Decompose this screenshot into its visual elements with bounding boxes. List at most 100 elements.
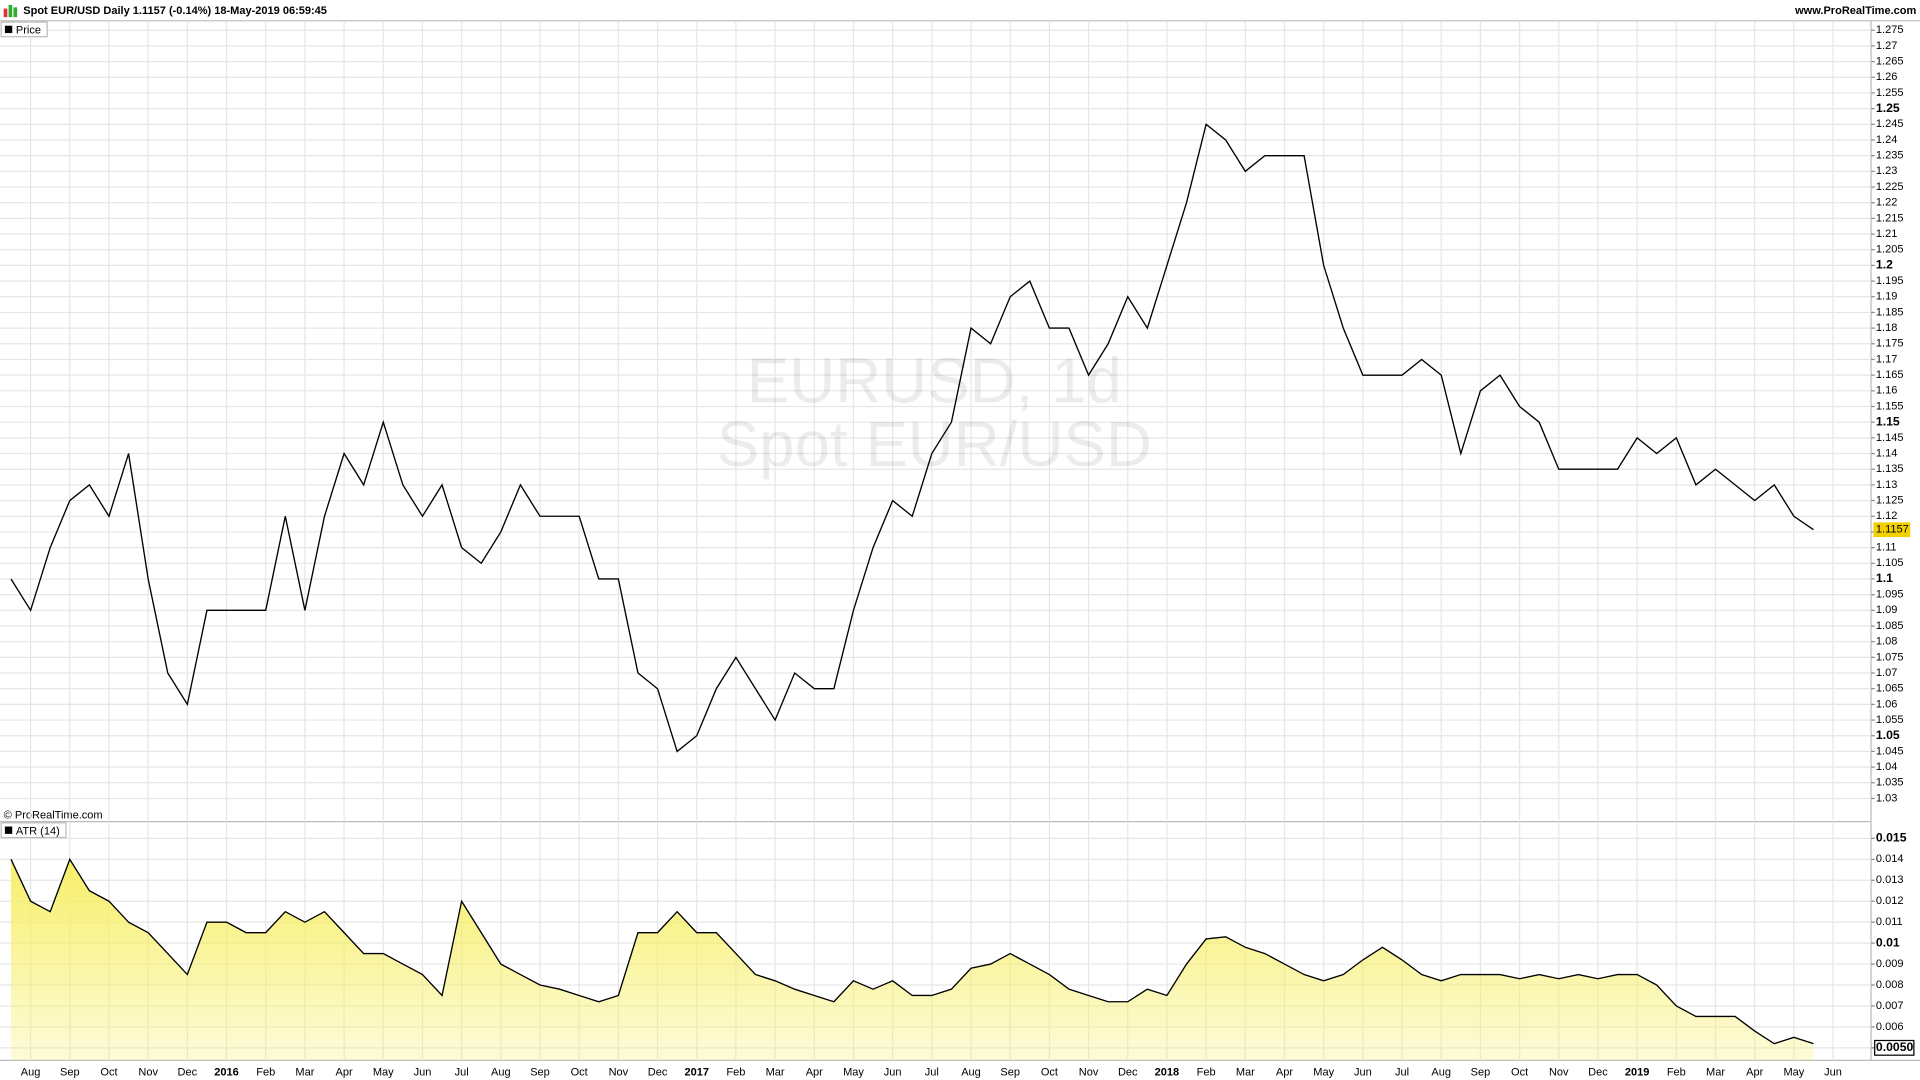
y-tick-label: 1.105 <box>1876 557 1904 569</box>
logo <box>3 4 18 18</box>
x-tick-label: May <box>843 1067 864 1079</box>
y-tick-label: 1.265 <box>1876 55 1904 67</box>
x-tick-label: Mar <box>766 1067 785 1079</box>
x-tick-label: Mar <box>1236 1067 1255 1079</box>
y-tick-label: 1.205 <box>1876 244 1904 256</box>
x-tick-label: Aug <box>21 1067 41 1079</box>
y-tick-label: 0.008 <box>1876 979 1904 991</box>
y-tick-label: 1.26 <box>1876 71 1897 83</box>
y-tick-label: 1.185 <box>1876 306 1904 318</box>
x-tick-label: May <box>373 1067 394 1079</box>
y-tick-label: 1.05 <box>1876 728 1900 742</box>
x-tick-label: Oct <box>571 1067 588 1079</box>
y-tick-label: 1.16 <box>1876 385 1897 397</box>
y-tick-label: 0.0050 <box>1876 1040 1914 1054</box>
y-tick-label: 1.035 <box>1876 777 1904 789</box>
x-tick-label: Aug <box>961 1067 981 1079</box>
y-tick-label: 1.24 <box>1876 134 1897 146</box>
y-tick-label: 1.255 <box>1876 87 1904 99</box>
y-tick-label: 1.17 <box>1876 353 1897 365</box>
y-tick-label: 0.009 <box>1876 958 1904 970</box>
y-tick-label: 1.21 <box>1876 228 1897 240</box>
header-site[interactable]: www.ProRealTime.com <box>1794 5 1916 17</box>
y-tick-label: 0.015 <box>1876 831 1907 845</box>
y-tick-label: 1.065 <box>1876 683 1904 695</box>
y-tick-label: 1.045 <box>1876 745 1904 757</box>
x-tick-label: May <box>1313 1067 1334 1079</box>
y-tick-label: 0.011 <box>1876 916 1903 928</box>
y-tick-label: 1.03 <box>1876 792 1897 804</box>
legend-swatch <box>4 25 13 34</box>
x-tick-label: Feb <box>256 1067 275 1079</box>
x-tick-label: Dec <box>1118 1067 1138 1079</box>
y-tick-label: 1.145 <box>1876 432 1904 444</box>
area-fill <box>11 859 1814 1061</box>
y-tick-label: 1.12 <box>1876 510 1897 522</box>
x-tick-label: Apr <box>1276 1067 1293 1079</box>
y-tick-label: 1.225 <box>1876 181 1904 193</box>
x-tick-label: Apr <box>806 1067 823 1079</box>
last-value-box <box>1873 522 1911 538</box>
y-tick-label: 1.25 <box>1876 101 1900 115</box>
legend-box <box>0 21 48 38</box>
price-line <box>10 123 1814 753</box>
y-tick-label: 1.235 <box>1876 150 1904 162</box>
y-tick-label: 1.09 <box>1876 604 1897 616</box>
legend-label: Price <box>16 25 41 37</box>
y-tick-label: 0.013 <box>1876 874 1904 886</box>
header-title: Spot EUR/USD Daily 1.1157 (-0.14%) 18-Ma… <box>23 5 327 17</box>
x-tick-label: Oct <box>100 1067 117 1079</box>
x-tick-label: Mar <box>1706 1067 1725 1079</box>
x-tick-label: Apr <box>336 1067 353 1079</box>
last-value-label: 1.1157 <box>1876 524 1909 536</box>
x-tick-label: Oct <box>1511 1067 1528 1079</box>
legend-box <box>0 822 67 839</box>
x-tick-label: Dec <box>178 1067 198 1079</box>
y-tick-label: 1.07 <box>1876 667 1897 679</box>
y-tick-label: 1.095 <box>1876 589 1904 601</box>
y-tick-label: 1.23 <box>1876 165 1897 177</box>
x-tick-label: Feb <box>726 1067 745 1079</box>
x-tick-label: Jun <box>414 1067 432 1079</box>
x-tick-label: Dec <box>648 1067 668 1079</box>
x-tick-label: Jun <box>884 1067 902 1079</box>
y-tick-label: 0.01 <box>1876 935 1900 949</box>
x-tick-label: Jul <box>1395 1067 1409 1079</box>
y-tick-label: 1.11 <box>1876 542 1897 554</box>
x-tick-label: 2019 <box>1625 1067 1650 1079</box>
x-tick-label: Mar <box>295 1067 314 1079</box>
x-tick-label: 2016 <box>214 1067 239 1079</box>
y-tick-label: 0.014 <box>1876 853 1904 865</box>
x-tick-label: Sep <box>530 1067 550 1079</box>
y-tick-label: 1.06 <box>1876 698 1897 710</box>
copyright: © ProRealTime.com <box>4 809 103 821</box>
y-tick-label: 1.15 <box>1876 414 1900 428</box>
watermark: EURUSD, 1d <box>747 346 1122 417</box>
y-tick-label: 1.175 <box>1876 338 1904 350</box>
x-tick-label: May <box>1783 1067 1804 1079</box>
x-tick-label: Feb <box>1197 1067 1216 1079</box>
y-tick-label: 1.215 <box>1876 212 1904 224</box>
y-tick-label: 0.012 <box>1876 895 1904 907</box>
x-tick-label: 2018 <box>1155 1067 1180 1079</box>
y-tick-label: 1.22 <box>1876 197 1897 209</box>
x-tick-label: Jul <box>925 1067 939 1079</box>
grid <box>0 20 1872 1061</box>
y-tick-label: 1.055 <box>1876 714 1904 726</box>
x-tick-label: Nov <box>1549 1067 1569 1079</box>
y-tick-label: 1.135 <box>1876 463 1904 475</box>
watermark: Spot EUR/USD <box>717 409 1152 480</box>
y-tick-label: 1.08 <box>1876 636 1897 648</box>
y-tick-label: 1.19 <box>1876 291 1897 303</box>
y-tick-label: 0.006 <box>1876 1021 1904 1033</box>
y-tick-label: 1.04 <box>1876 761 1897 773</box>
x-tick-label: Nov <box>138 1067 158 1079</box>
y-tick-label: 1.14 <box>1876 447 1897 459</box>
x-tick-label: Sep <box>1471 1067 1491 1079</box>
y-tick-label: 1.075 <box>1876 651 1904 663</box>
y-tick-box <box>1874 1039 1915 1056</box>
x-tick-label: Jun <box>1824 1067 1842 1079</box>
x-tick-label: Sep <box>60 1067 80 1079</box>
area-line <box>10 857 1814 1045</box>
x-tick-label: Apr <box>1746 1067 1763 1079</box>
